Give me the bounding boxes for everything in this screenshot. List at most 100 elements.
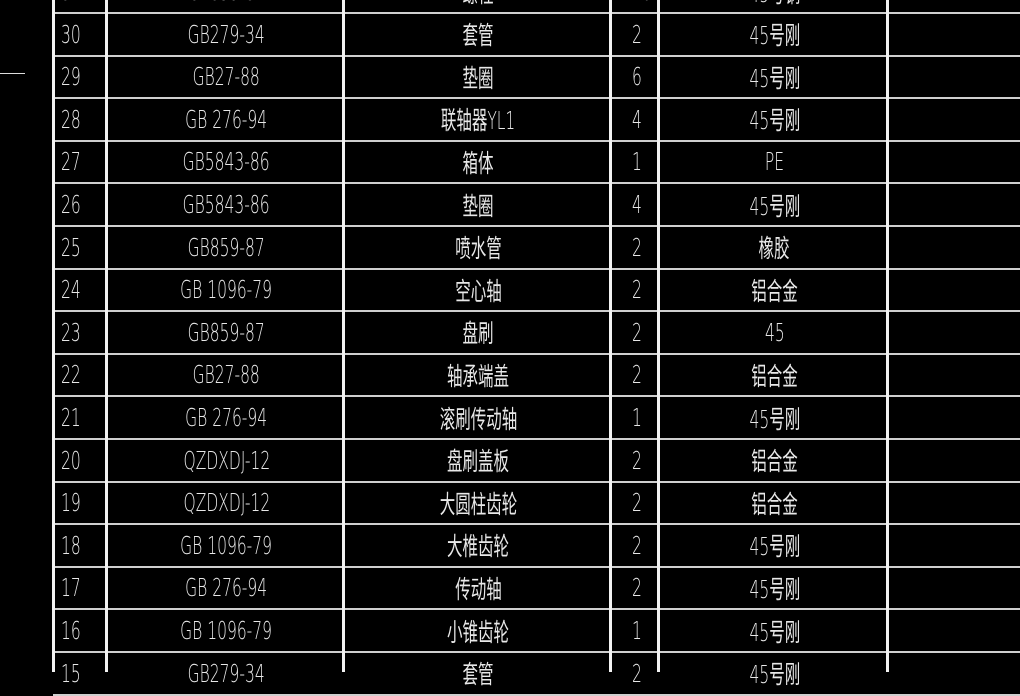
part-name-cell[interactable]: 大圆柱齿轮	[346, 482, 611, 523]
item-number-cell[interactable]: 30	[53, 14, 115, 55]
quantity-cell[interactable]: 1	[614, 610, 676, 651]
table-row[interactable]: 20 QZDXDJ-12 盘刷盖板 2 铝合金	[53, 440, 1020, 483]
part-name-cell[interactable]: 垫圈	[346, 184, 611, 225]
item-number-cell[interactable]: 24	[53, 269, 115, 310]
quantity-cell[interactable]: 2	[614, 482, 676, 523]
part-name-cell[interactable]: 盘刷盖板	[346, 440, 611, 481]
quantity-cell[interactable]: 2	[614, 354, 676, 395]
standard-code-cell[interactable]: GB859-87	[110, 0, 343, 12]
table-row[interactable]: 21 GB 276-94 滚刷传动轴 1 45号刚	[53, 397, 1020, 440]
material-cell[interactable]: 铝合金	[661, 269, 888, 310]
quantity-cell[interactable]: 1	[614, 141, 676, 182]
quantity-cell[interactable]: 2	[614, 269, 676, 310]
part-name-cell[interactable]: 轴承端盖	[346, 354, 611, 395]
quantity-cell[interactable]: 2	[614, 227, 676, 268]
standard-code-cell[interactable]: GB 276-94	[110, 397, 343, 438]
part-name-cell[interactable]: 垫圈	[346, 56, 611, 97]
standard-code-cell[interactable]: GB859-87	[110, 312, 343, 353]
standard-code-cell[interactable]: GB 276-94	[110, 99, 343, 140]
quantity-cell[interactable]: 20	[614, 0, 676, 12]
item-number-cell[interactable]: 25	[53, 227, 115, 268]
material-cell[interactable]: 45号刚	[661, 525, 888, 566]
part-name-cell[interactable]: 套管	[346, 14, 611, 55]
item-number-cell[interactable]: 17	[53, 567, 115, 608]
table-row[interactable]: 19 QZDXDJ-12 大圆柱齿轮 2 铝合金	[53, 482, 1020, 526]
table-row[interactable]: 23 GB859-87 盘刷 2 45	[53, 312, 1020, 355]
table-row[interactable]: 31 GB859-87 螺柱 20 45号钢	[53, 0, 1020, 14]
part-name-cell[interactable]: 螺柱	[346, 0, 611, 12]
item-number-cell[interactable]: 27	[53, 141, 115, 182]
part-name-cell[interactable]: 小锥齿轮	[346, 610, 611, 651]
table-row[interactable]: 28 GB 276-94 联轴器YL1 4 45号刚	[53, 99, 1020, 142]
material-cell[interactable]: 铝合金	[661, 440, 888, 481]
material-cell[interactable]: PE	[661, 141, 888, 182]
standard-code-cell[interactable]: QZDXDJ-12	[110, 482, 343, 523]
standard-code-cell[interactable]: GB 1096-79	[110, 610, 343, 651]
quantity-cell[interactable]: 6	[614, 56, 676, 97]
table-row[interactable]: 27 GB5843-86 箱体 1 PE	[53, 141, 1020, 185]
material-cell[interactable]: 45号刚	[661, 567, 888, 608]
part-name-cell[interactable]: 传动轴	[346, 567, 611, 608]
material-cell[interactable]: 45号刚	[661, 99, 888, 140]
standard-code-cell[interactable]: GB 1096-79	[110, 269, 343, 310]
part-name-cell[interactable]: 套管	[346, 653, 611, 694]
table-row[interactable]: 29 GB27-88 垫圈 6 45号刚	[53, 56, 1020, 100]
item-number-cell[interactable]: 28	[53, 99, 115, 140]
table-row[interactable]: 18 GB 1096-79 大椎齿轮 2 45号刚	[53, 525, 1020, 568]
item-number-cell[interactable]: 29	[53, 56, 115, 97]
standard-code-cell[interactable]: GB27-88	[110, 56, 343, 97]
standard-code-cell[interactable]: QZDXDJ-12	[110, 440, 343, 481]
standard-code-cell[interactable]: GB 276-94	[110, 567, 343, 608]
quantity-cell[interactable]: 4	[614, 184, 676, 225]
material-cell[interactable]: 45号刚	[661, 14, 888, 55]
part-name-cell[interactable]: 空心轴	[346, 269, 611, 310]
table-row[interactable]: 24 GB 1096-79 空心轴 2 铝合金	[53, 269, 1020, 313]
standard-code-cell[interactable]: GB27-88	[110, 354, 343, 395]
material-cell[interactable]: 45号钢	[661, 0, 888, 12]
standard-code-cell[interactable]: GB279-34	[110, 653, 343, 694]
standard-code-cell[interactable]: GB 1096-79	[110, 525, 343, 566]
table-row[interactable]: 30 GB279-34 套管 2 45号刚	[53, 14, 1020, 57]
standard-code-cell[interactable]: GB279-34	[110, 14, 343, 55]
quantity-cell[interactable]: 1	[614, 397, 676, 438]
standard-code-cell[interactable]: GB5843-86	[110, 184, 343, 225]
part-name-cell[interactable]: 喷水管	[346, 227, 611, 268]
table-row[interactable]: 17 GB 276-94 传动轴 2 45号刚	[53, 567, 1020, 611]
material-cell[interactable]: 45号刚	[661, 397, 888, 438]
material-cell[interactable]: 铝合金	[661, 482, 888, 523]
table-row[interactable]: 25 GB859-87 喷水管 2 橡胶	[53, 227, 1020, 270]
standard-code-cell[interactable]: GB859-87	[110, 227, 343, 268]
quantity-cell[interactable]: 2	[614, 312, 676, 353]
material-cell[interactable]: 铝合金	[661, 354, 888, 395]
standard-code-cell[interactable]: GB5843-86	[110, 141, 343, 182]
part-name-cell[interactable]: 大椎齿轮	[346, 525, 611, 566]
item-number-cell[interactable]: 20	[53, 440, 115, 481]
item-number-cell[interactable]: 31	[53, 0, 115, 12]
part-name-cell[interactable]: 盘刷	[346, 312, 611, 353]
part-name-cell[interactable]: 联轴器YL1	[346, 99, 611, 140]
item-number-cell[interactable]: 23	[53, 312, 115, 353]
quantity-cell[interactable]: 2	[614, 14, 676, 55]
item-number-cell[interactable]: 16	[53, 610, 115, 651]
item-number-cell[interactable]: 19	[53, 482, 115, 523]
item-number-cell[interactable]: 22	[53, 354, 115, 395]
table-row[interactable]: 16 GB 1096-79 小锥齿轮 1 45号刚	[53, 610, 1020, 653]
material-cell[interactable]: 45	[661, 312, 888, 353]
item-number-cell[interactable]: 21	[53, 397, 115, 438]
quantity-cell[interactable]: 4	[614, 99, 676, 140]
item-number-cell[interactable]: 18	[53, 525, 115, 566]
table-row[interactable]: 22 GB27-88 轴承端盖 2 铝合金	[53, 354, 1020, 398]
material-cell[interactable]: 45号刚	[661, 653, 888, 694]
part-name-cell[interactable]: 滚刷传动轴	[346, 397, 611, 438]
material-cell[interactable]: 45号刚	[661, 56, 888, 97]
table-row[interactable]: 26 GB5843-86 垫圈 4 45号刚	[53, 184, 1020, 227]
material-cell[interactable]: 45号刚	[661, 610, 888, 651]
part-name-cell[interactable]: 箱体	[346, 141, 611, 182]
table-row[interactable]: 15 GB279-34 套管 2 45号刚	[53, 653, 1020, 696]
quantity-cell[interactable]: 2	[614, 567, 676, 608]
item-number-cell[interactable]: 26	[53, 184, 115, 225]
quantity-cell[interactable]: 2	[614, 440, 676, 481]
material-cell[interactable]: 45号刚	[661, 184, 888, 225]
material-cell[interactable]: 橡胶	[661, 227, 888, 268]
quantity-cell[interactable]: 2	[614, 525, 676, 566]
